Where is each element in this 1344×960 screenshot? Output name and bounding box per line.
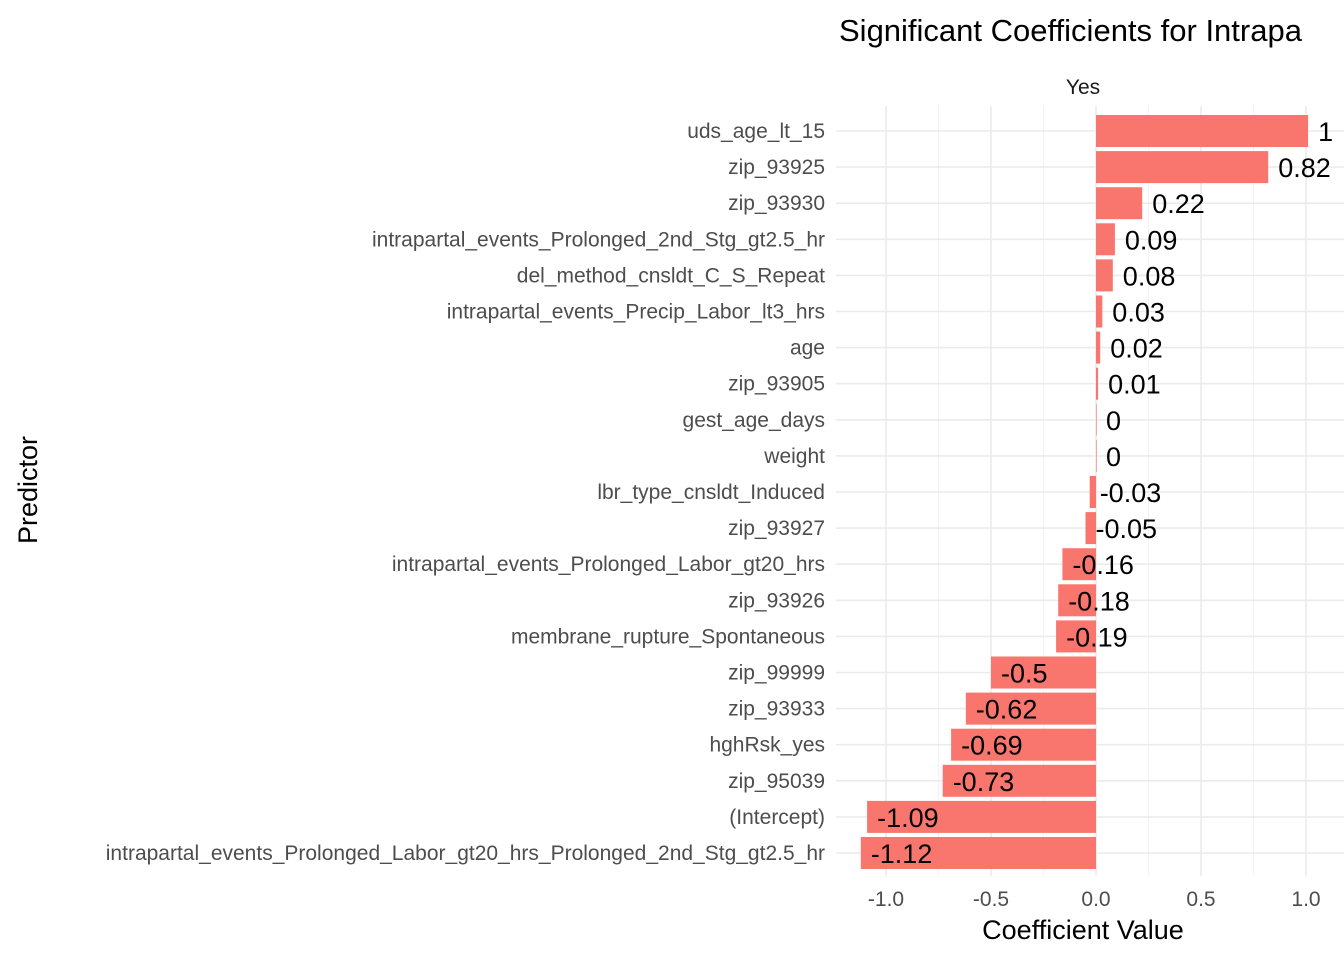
bar <box>1096 187 1143 220</box>
category-label: zip_93925 <box>728 156 825 179</box>
bar <box>991 656 1096 689</box>
value-label: 1 <box>1318 117 1333 147</box>
x-tick-label: 1.0 <box>1291 888 1320 911</box>
bar <box>1096 439 1097 472</box>
category-labels: uds_age_lt_15 zip_93925 zip_93930 intrapart… <box>106 120 825 865</box>
x-tick-label: 0.5 <box>1186 888 1215 911</box>
bar <box>951 728 1096 761</box>
value-label: 0.82 <box>1278 153 1331 183</box>
category-label: intrapartal_events_Prolonged_2nd_Stg_gt2… <box>372 228 825 251</box>
category-label: zip_95039 <box>728 770 825 793</box>
value-label: -0.18 <box>1068 586 1130 616</box>
value-label: -0.5 <box>1001 659 1048 689</box>
facet-strip-label: Yes <box>1066 76 1100 99</box>
bar <box>942 764 1096 797</box>
value-label: 0 <box>1106 406 1121 436</box>
x-tick-label: -0.5 <box>973 888 1009 911</box>
value-label: -1.09 <box>877 803 939 833</box>
value-label: -0.19 <box>1066 622 1128 652</box>
bar <box>1085 512 1096 545</box>
bar <box>1096 151 1269 184</box>
chart-title: Significant Coefficients for Intrapa <box>839 13 1303 48</box>
bar <box>965 692 1096 725</box>
bar <box>1096 259 1113 292</box>
category-label: age <box>790 337 825 360</box>
x-tick-labels: -1.0 -0.5 0.0 0.5 1.0 <box>868 888 1321 911</box>
value-label: -0.62 <box>976 695 1038 725</box>
bar <box>867 800 1096 833</box>
value-label: 0.22 <box>1152 189 1205 219</box>
category-label: lbr_type_cnsldt_Induced <box>597 481 825 504</box>
bar <box>1089 476 1096 508</box>
bar <box>1096 223 1115 256</box>
value-label: 0.03 <box>1112 298 1165 328</box>
value-label: -0.16 <box>1072 550 1134 580</box>
x-tick-label: 0.0 <box>1081 888 1110 911</box>
x-tick-label: -1.0 <box>868 888 904 911</box>
value-label: 0 <box>1106 442 1121 472</box>
bar <box>1056 620 1096 653</box>
bar <box>1096 115 1309 147</box>
category-label: zip_93930 <box>728 192 825 215</box>
value-label: -0.03 <box>1100 478 1162 508</box>
y-axis-title: Predictor <box>13 436 43 544</box>
x-axis-title: Coefficient Value <box>982 915 1184 945</box>
value-label: 0.01 <box>1108 370 1161 400</box>
category-label: hghRsk_yes <box>709 734 825 757</box>
category-label: (Intercept) <box>729 806 825 829</box>
value-label: -1.12 <box>871 839 933 869</box>
category-label: intrapartal_events_Prolonged_Labor_gt20_… <box>392 553 825 576</box>
value-label: 0.09 <box>1125 225 1178 255</box>
bar <box>1096 295 1103 328</box>
value-labels: 1 0.82 0.22 0.09 0.08 0.03 0.02 0.01 0 0 -0.03 -0.0… <box>871 117 1333 869</box>
category-label: del_method_cnsldt_C_S_Repeat <box>517 264 825 287</box>
bar <box>1096 331 1101 364</box>
category-label: membrane_rupture_Spontaneous <box>511 625 825 648</box>
category-label: gest_age_days <box>683 409 825 432</box>
category-label: zip_93933 <box>728 698 825 721</box>
category-label: intrapartal_events_Precip_Labor_lt3_hrs <box>447 301 825 324</box>
category-label: zip_99999 <box>728 662 825 685</box>
value-label: -0.73 <box>953 767 1015 797</box>
category-label: zip_93905 <box>728 373 825 396</box>
bars <box>860 115 1309 869</box>
value-label: 0.02 <box>1110 334 1163 364</box>
bar <box>1096 403 1097 436</box>
category-label: intrapartal_events_Prolonged_Labor_gt20_… <box>106 842 825 865</box>
bar <box>860 837 1096 869</box>
value-label: 0.08 <box>1123 261 1176 291</box>
value-label: -0.69 <box>961 731 1023 761</box>
bar <box>1062 548 1096 581</box>
category-label: zip_93926 <box>728 589 825 612</box>
category-label: weight <box>763 445 825 468</box>
value-label: -0.05 <box>1096 514 1158 544</box>
category-label: uds_age_lt_15 <box>687 120 825 143</box>
bar <box>1058 584 1096 617</box>
bar <box>1096 367 1099 400</box>
category-label: zip_93927 <box>728 517 825 540</box>
